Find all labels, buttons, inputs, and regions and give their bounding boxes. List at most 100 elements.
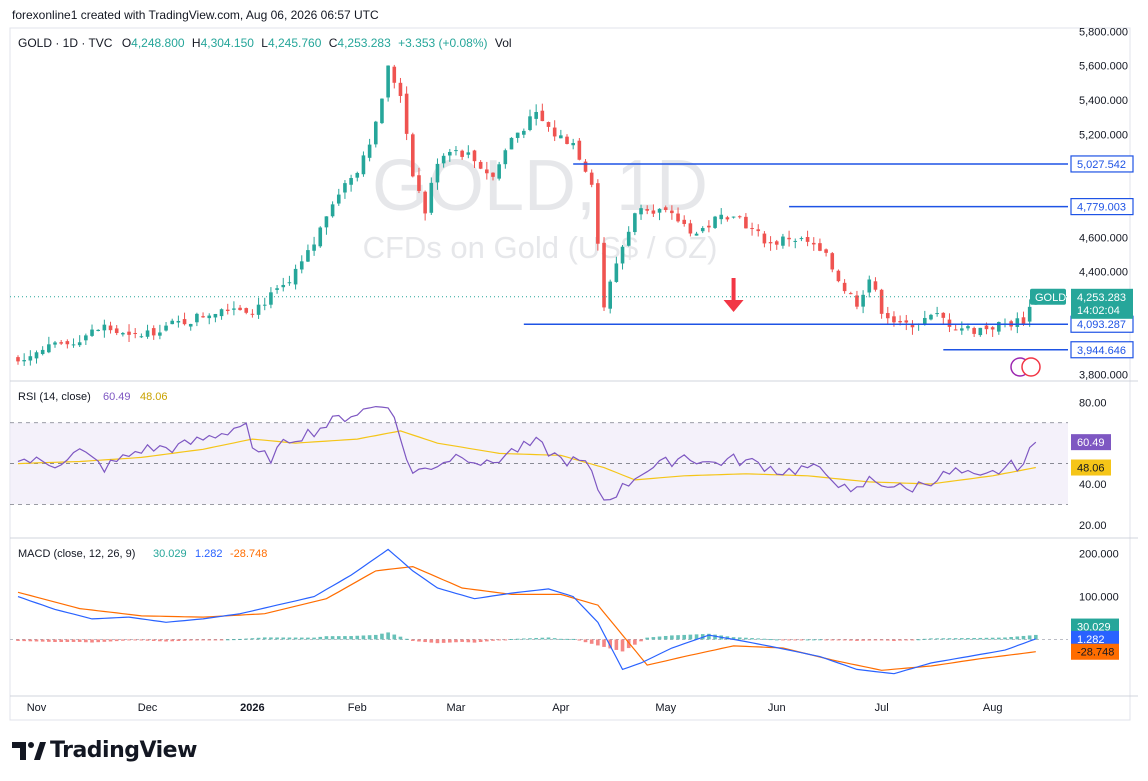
macd-histogram-bar — [676, 635, 680, 640]
macd-histogram-bar — [929, 638, 933, 640]
macd-histogram-bar — [596, 639, 600, 646]
macd-histogram-bar — [830, 639, 835, 641]
macd-histogram-bar — [485, 639, 489, 642]
price-tick-label: 3,800.000 — [1079, 370, 1128, 382]
candle-body — [997, 322, 1001, 332]
macd-histogram-bar — [373, 634, 378, 640]
candle-body — [657, 208, 662, 213]
macd-histogram-bar — [478, 639, 483, 643]
candle-body — [947, 319, 952, 327]
countdown-label: 14:02:04 — [1077, 305, 1120, 317]
macd-histogram-bar — [1027, 635, 1032, 640]
candle-body — [343, 183, 347, 193]
macd-histogram-bar — [207, 639, 212, 641]
macd-histogram-bar — [966, 638, 970, 640]
candle-body — [448, 151, 452, 156]
macd-histogram-bar — [139, 639, 144, 641]
macd-title: MACD (close, 12, 26, 9) — [18, 548, 135, 560]
candle-body — [528, 116, 532, 131]
macd-histogram-bar — [515, 638, 520, 640]
macd-histogram-bar — [805, 639, 810, 641]
macd-histogram-bar — [842, 639, 847, 641]
candle-body — [953, 329, 958, 331]
candle-body — [454, 150, 458, 152]
macd-histogram-bar — [40, 639, 45, 642]
candle-body — [663, 207, 668, 211]
candle-body — [312, 244, 316, 251]
candle-body — [811, 242, 816, 245]
high-label: H — [191, 36, 201, 50]
candle-body — [614, 263, 619, 282]
candle-body — [262, 304, 267, 306]
candle-body — [645, 209, 650, 211]
macd-histogram-bar — [824, 639, 828, 641]
candle-body — [121, 333, 125, 335]
candle-body — [762, 233, 767, 244]
candle-body — [71, 344, 76, 346]
candle-body — [195, 313, 199, 323]
candle-body — [608, 281, 612, 309]
candle-body — [552, 127, 557, 137]
candle-body — [145, 330, 150, 337]
candle-body — [559, 135, 563, 139]
tradingview-logo-icon — [12, 742, 46, 760]
macd-histogram-bar — [528, 638, 532, 640]
macd-histogram-bar — [855, 639, 859, 641]
rsi-tick-label: 80.00 — [1079, 397, 1107, 409]
candle-body — [1027, 306, 1032, 322]
macd-histogram-bar — [244, 638, 249, 640]
macd-histogram-bar — [114, 639, 119, 642]
candle-body — [670, 210, 674, 214]
candle-body — [848, 293, 853, 295]
macd-histogram-bar — [916, 639, 921, 641]
macd-histogram-bar — [71, 639, 76, 642]
macd-histogram-bar — [145, 639, 150, 641]
candle-body — [40, 349, 45, 355]
macd-histogram-bar — [503, 639, 508, 641]
candle-body — [478, 161, 483, 169]
level-price-tag — [1070, 155, 1134, 173]
macd-histogram-bar — [972, 637, 976, 640]
candle-body — [392, 66, 397, 83]
candle-body — [725, 217, 730, 220]
candle-body — [873, 281, 878, 290]
candle-body — [398, 82, 403, 96]
time-tick-label: Jun — [768, 702, 786, 714]
symbol-line[interactable]: GOLD · 1D · TVC — [18, 36, 113, 50]
macd-histogram-bar — [312, 637, 316, 640]
macd-histogram-bar — [448, 639, 452, 643]
macd-histogram-bar — [885, 639, 890, 641]
candle-body — [830, 253, 835, 270]
candle-body — [269, 292, 273, 305]
candle-body — [306, 250, 310, 262]
macd-histogram-bar — [275, 637, 279, 640]
candle-body — [336, 194, 341, 204]
change-value: +3.353 (+0.08%) — [398, 36, 488, 50]
macd-histogram-bar — [343, 636, 347, 640]
created-by-text: forexonline1 created with TradingView.co… — [12, 8, 379, 22]
macd-histogram-bar — [935, 638, 939, 640]
open-value: 4,248.800 — [131, 36, 185, 50]
candle-body — [47, 344, 51, 353]
macd-histogram-bar — [707, 633, 711, 640]
macd-histogram-bar — [620, 639, 625, 652]
candle-body — [922, 317, 927, 325]
candle-body — [164, 325, 168, 331]
low-value: 4,245.760 — [267, 36, 322, 50]
candle-body — [28, 356, 33, 361]
macd-histogram-bar — [219, 639, 224, 641]
last-price-tag — [1071, 288, 1133, 319]
candle-body — [602, 242, 606, 308]
candle-body — [201, 316, 205, 318]
macd-histogram-bar — [299, 637, 304, 640]
candle-body — [151, 328, 156, 336]
macd-histogram-bar — [546, 637, 551, 640]
macd-histogram-bar — [892, 639, 896, 642]
macd-histogram-bar — [349, 636, 353, 640]
event-flag-icon — [1021, 357, 1041, 377]
watermark-subtitle: CFDs on Gold (US$ / OZ) — [363, 230, 718, 265]
macd-histogram-bar — [657, 636, 662, 640]
macd-histogram-bar — [626, 639, 631, 649]
macd-histogram-bar — [990, 637, 995, 640]
